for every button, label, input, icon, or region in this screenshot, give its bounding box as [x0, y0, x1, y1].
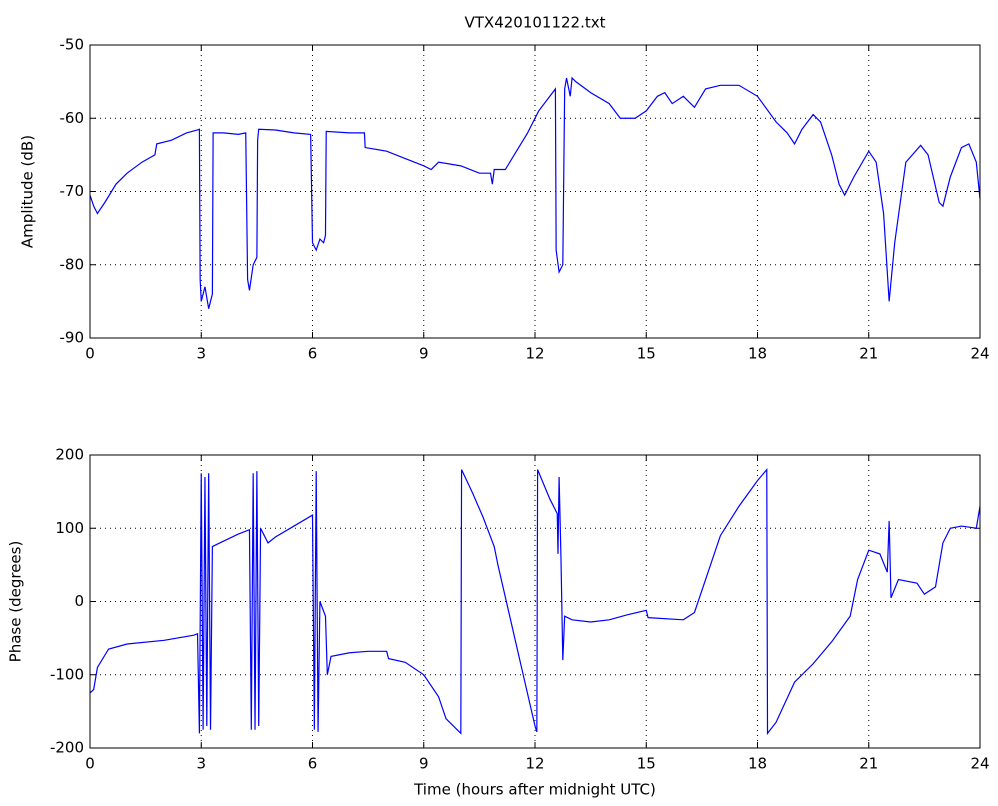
y-tick-label: -80	[60, 255, 85, 273]
x-axis-label: Time (hours after midnight UTC)	[413, 781, 656, 799]
y-tick-label: 0	[74, 592, 84, 610]
x-tick-label: 18	[748, 755, 767, 773]
y-axis-label: Phase (degrees)	[7, 541, 25, 663]
x-tick-label: 21	[859, 345, 878, 363]
y-tick-label: -100	[50, 665, 84, 683]
x-tick-label: 9	[419, 345, 429, 363]
x-tick-label: 15	[637, 755, 656, 773]
y-tick-label: 200	[55, 446, 84, 464]
x-tick-label: 12	[525, 755, 544, 773]
x-tick-label: 0	[85, 345, 95, 363]
data-line	[89, 468, 981, 736]
x-tick-label: 21	[859, 755, 878, 773]
x-tick-label: 15	[637, 345, 656, 363]
x-tick-label: 12	[525, 345, 544, 363]
y-axis-label: Amplitude (dB)	[19, 135, 37, 248]
y-tick-label: -60	[60, 109, 85, 127]
x-tick-label: 9	[419, 755, 429, 773]
x-tick-label: 3	[196, 345, 206, 363]
x-tick-label: 0	[85, 755, 95, 773]
y-tick-label: 100	[55, 519, 84, 537]
x-tick-label: 18	[748, 345, 767, 363]
x-tick-label: 3	[196, 755, 206, 773]
x-tick-label: 6	[308, 345, 318, 363]
axes-frame	[89, 454, 981, 749]
data-line	[89, 76, 981, 309]
chart-title: VTX420101122.txt	[465, 14, 606, 32]
y-tick-label: -90	[60, 329, 85, 347]
y-tick-label: -50	[60, 36, 85, 54]
x-tick-label: 24	[970, 345, 989, 363]
x-tick-label: 24	[970, 755, 989, 773]
x-tick-label: 6	[308, 755, 318, 773]
axes-frame	[89, 44, 981, 339]
y-tick-label: -200	[50, 739, 84, 757]
y-tick-label: -70	[60, 182, 85, 200]
